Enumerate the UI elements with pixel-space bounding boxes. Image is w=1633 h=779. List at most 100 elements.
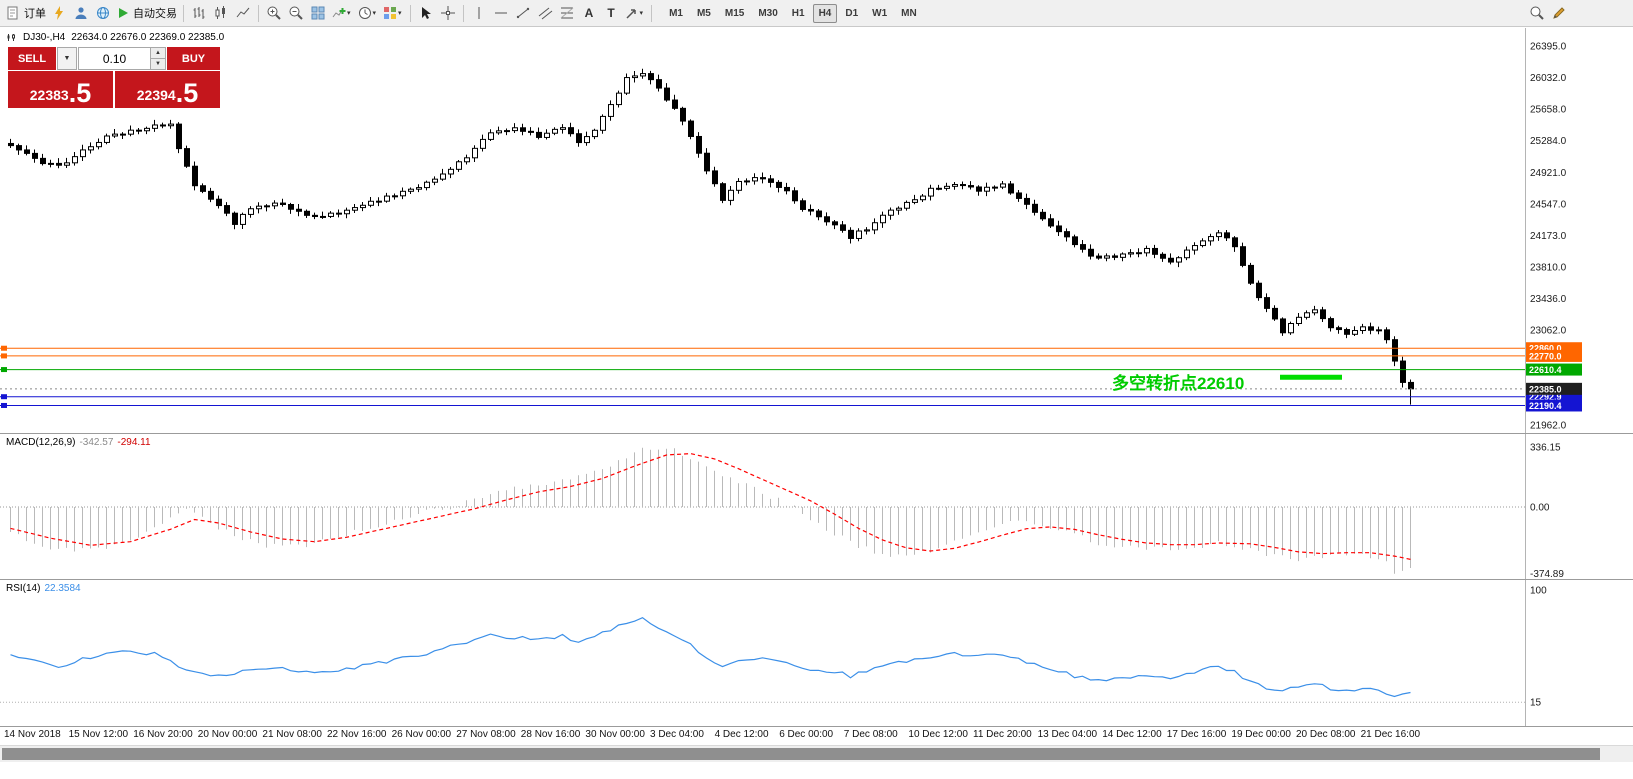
text-tool-icon[interactable]: A (578, 2, 600, 24)
indicators-button[interactable]: ▾ (329, 2, 355, 24)
time-axis-label: 27 Nov 08:00 (456, 729, 516, 740)
timeframe-h4[interactable]: H4 (812, 3, 838, 23)
price-axis-label: 24173.0 (1530, 231, 1567, 242)
scrollbar-thumb[interactable] (2, 748, 1600, 760)
sell-button[interactable]: SELL (8, 47, 56, 70)
macd-indicator-chart[interactable]: 336.15 0.00 -374.89 (0, 434, 1633, 579)
lot-stepper-down[interactable]: ▼ (151, 59, 165, 69)
rsi-name: RSI(14) (6, 583, 41, 594)
toolbar-separator (258, 4, 259, 22)
timeframe-m5[interactable]: M5 (696, 7, 711, 19)
templates-dropdown-caret: ▾ (398, 10, 402, 17)
fibonacci-icon[interactable] (556, 2, 578, 24)
price-tag (1526, 363, 1582, 376)
macd-histogram (10, 447, 1411, 574)
timeframe-m1[interactable]: M1 (669, 7, 683, 19)
trendline-icon[interactable] (512, 2, 534, 24)
timeframe-d1[interactable]: D1 (845, 7, 859, 19)
new-order-button[interactable]: 订单 (3, 2, 48, 24)
crosshair-icon[interactable] (437, 2, 459, 24)
tile-windows-icon[interactable] (307, 2, 329, 24)
symbol-info: DJ30-,H4 22634.0 22676.0 22369.0 22385.0 (6, 32, 224, 43)
time-axis-label: 10 Dec 12:00 (908, 729, 968, 740)
lot-dropdown[interactable]: ▼ (57, 47, 77, 70)
buy-price-main: 22394 (136, 87, 176, 103)
toolbar-separator (183, 4, 184, 22)
timeframe-switcher: M1 M5 M15 M30 H1 H4 D1 W1 MN (662, 3, 924, 23)
vertical-line-icon[interactable] (468, 2, 490, 24)
time-axis-label: 15 Nov 12:00 (68, 729, 129, 740)
macd-axis-label: 0.00 (1530, 503, 1550, 514)
templates-icon (384, 7, 397, 19)
candles-layer (8, 68, 1414, 405)
timeframe-mn[interactable]: MN (901, 7, 917, 19)
periods-button[interactable]: ▾ (355, 2, 381, 24)
autotrade-button[interactable]: 自动交易 (114, 2, 179, 24)
price-tag (1526, 349, 1582, 362)
buy-price-button[interactable]: 22394 .5 (115, 71, 220, 108)
time-axis-label: 7 Dec 08:00 (843, 729, 898, 740)
chevron-down-icon: ▼ (63, 55, 71, 62)
globe-icon[interactable] (92, 2, 114, 24)
timeframe-m15[interactable]: M15 (724, 7, 745, 19)
channel-icon[interactable] (534, 2, 556, 24)
pencil-icon[interactable] (1548, 2, 1570, 24)
symbol-timeframe: DJ30-,H4 (23, 32, 66, 43)
price-axis-label: 24547.0 (1530, 199, 1567, 210)
price-axis-label: 23436.0 (1530, 294, 1567, 305)
new-order-icon (7, 6, 18, 20)
timeframe-w1[interactable]: W1 (872, 7, 888, 19)
candle-chart-icon[interactable] (210, 2, 232, 24)
main-price-chart[interactable]: 26395.0 26032.0 25658.0 25284.0 24921.0 24547… (0, 28, 1633, 433)
time-axis-label: 6 Dec 00:00 (779, 729, 834, 740)
svg-text:22610.4: 22610.4 (1529, 365, 1562, 375)
rsi-indicator-chart[interactable]: 100 15 (0, 580, 1633, 726)
lightning-icon[interactable] (48, 2, 70, 24)
templates-button[interactable]: ▾ (380, 2, 406, 24)
price-axis-label: 25284.0 (1530, 136, 1567, 147)
zoom-in-icon[interactable] (263, 2, 285, 24)
rsi-line (10, 617, 1411, 698)
lot-input[interactable] (79, 48, 150, 69)
new-order-label: 订单 (24, 8, 46, 20)
price-axis-label: 26395.0 (1530, 42, 1567, 53)
buy-button[interactable]: BUY (167, 47, 220, 70)
bar-chart-icon[interactable] (188, 2, 210, 24)
timeframe-h1[interactable]: H1 (791, 7, 805, 19)
time-axis-label: 30 Nov 00:00 (585, 729, 645, 740)
line-chart-icon[interactable] (232, 2, 254, 24)
ohlc-values: 22634.0 22676.0 22369.0 22385.0 (71, 32, 225, 43)
timeframe-m30[interactable]: M30 (758, 7, 778, 19)
rsi-axis-label: 100 (1530, 586, 1547, 597)
clock-icon (358, 7, 371, 19)
sell-price-button[interactable]: 22383 .5 (8, 71, 113, 108)
svg-text:22770.0: 22770.0 (1529, 351, 1562, 361)
toolbar-separator (462, 4, 464, 22)
macd-label: MACD(12,26,9) -342.57 -294.11 (6, 437, 151, 448)
text-label-icon[interactable]: T (600, 2, 622, 24)
toolbar-separator (651, 4, 653, 22)
time-axis-label: 4 Dec 12:00 (714, 729, 769, 740)
zoom-out-icon[interactable] (285, 2, 307, 24)
macd-axis-label: 336.15 (1530, 443, 1561, 454)
panel-splitter[interactable] (0, 579, 1633, 580)
time-axis[interactable]: 14 Nov 2018 15 Nov 12:00 16 Nov 20:00 20 No… (0, 727, 1633, 744)
indicators-add-icon (332, 8, 346, 18)
price-axis-label: 23810.0 (1530, 263, 1567, 274)
time-axis-label: 17 Dec 16:00 (1166, 729, 1227, 740)
turning-point-annotation[interactable]: 多空转折点22610 (1112, 374, 1245, 393)
user-icon[interactable] (70, 2, 92, 24)
search-icon[interactable] (1526, 2, 1548, 24)
lot-field: ▲ ▼ (78, 47, 166, 70)
hlines-layer[interactable] (0, 345, 1525, 408)
panel-splitter[interactable] (0, 433, 1633, 434)
arrows-tool-button[interactable]: ▾ (622, 2, 648, 24)
rsi-axis-label: 15 (1530, 698, 1542, 709)
horizontal-line-icon[interactable] (490, 2, 512, 24)
cursor-icon[interactable] (415, 2, 437, 24)
arrow-icon (626, 9, 636, 19)
lot-stepper-up[interactable]: ▲ (151, 48, 165, 59)
autotrade-label: 自动交易 (133, 8, 177, 20)
panel-splitter[interactable] (0, 726, 1633, 727)
